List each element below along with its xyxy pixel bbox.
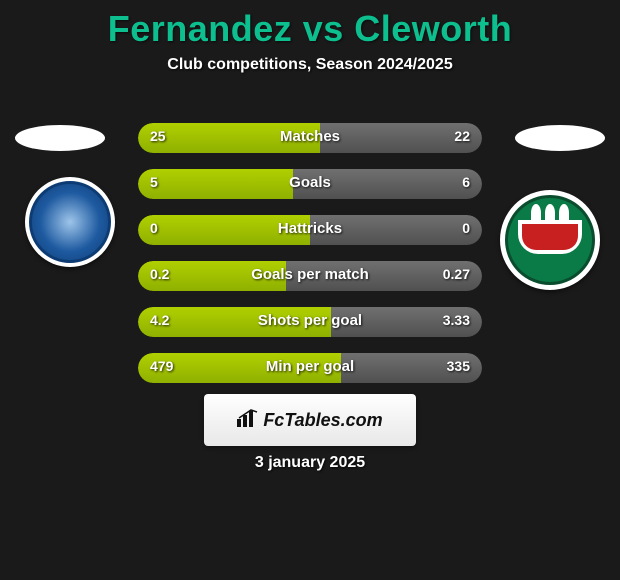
stat-label: Hattricks [138, 220, 482, 237]
stat-row: Hattricks0 0 [138, 215, 482, 245]
stat-value-left: 25 [150, 128, 166, 144]
stat-value-right: 22 [454, 128, 470, 144]
feathers-icon [520, 204, 580, 222]
club-badge-right [500, 190, 600, 290]
stat-label: Min per goal [138, 358, 482, 375]
chart-icon [237, 409, 259, 432]
stat-label: Goals per match [138, 266, 482, 283]
stat-row: Goals5 6 [138, 169, 482, 199]
stat-value-right: 0 [462, 220, 470, 236]
stat-value-right: 0.27 [443, 266, 470, 282]
comparison-card: Fernandez vs Cleworth Club competitions,… [0, 0, 620, 580]
stat-row: Shots per goal4.2 3.33 [138, 307, 482, 337]
stat-value-right: 3.33 [443, 312, 470, 328]
stats-container: Matches25 22 Goals5 6 Hattricks0 0 Goals per m… [138, 123, 482, 399]
brand-badge: FcTables.com [204, 394, 416, 446]
left-ellipse [15, 125, 105, 151]
stat-row: Matches25 22 [138, 123, 482, 153]
stat-value-left: 4.2 [150, 312, 169, 328]
crest-icon [505, 195, 595, 285]
subtitle: Club competitions, Season 2024/2025 [0, 56, 620, 74]
date-text: 3 january 2025 [0, 454, 620, 472]
stat-row: Min per goal479 335 [138, 353, 482, 383]
stat-value-left: 479 [150, 358, 173, 374]
crest-icon [29, 181, 111, 263]
stat-row: Goals per match0.2 0.27 [138, 261, 482, 291]
stat-label: Shots per goal [138, 312, 482, 329]
club-badge-left [25, 177, 115, 267]
stat-value-right: 6 [462, 174, 470, 190]
stat-value-left: 5 [150, 174, 158, 190]
brand-text: FcTables.com [263, 410, 382, 431]
stat-label: Goals [138, 174, 482, 191]
right-ellipse [515, 125, 605, 151]
stat-value-left: 0 [150, 220, 158, 236]
stat-value-right: 335 [447, 358, 470, 374]
stat-value-left: 0.2 [150, 266, 169, 282]
page-title: Fernandez vs Cleworth [0, 0, 620, 50]
stat-label: Matches [138, 128, 482, 145]
